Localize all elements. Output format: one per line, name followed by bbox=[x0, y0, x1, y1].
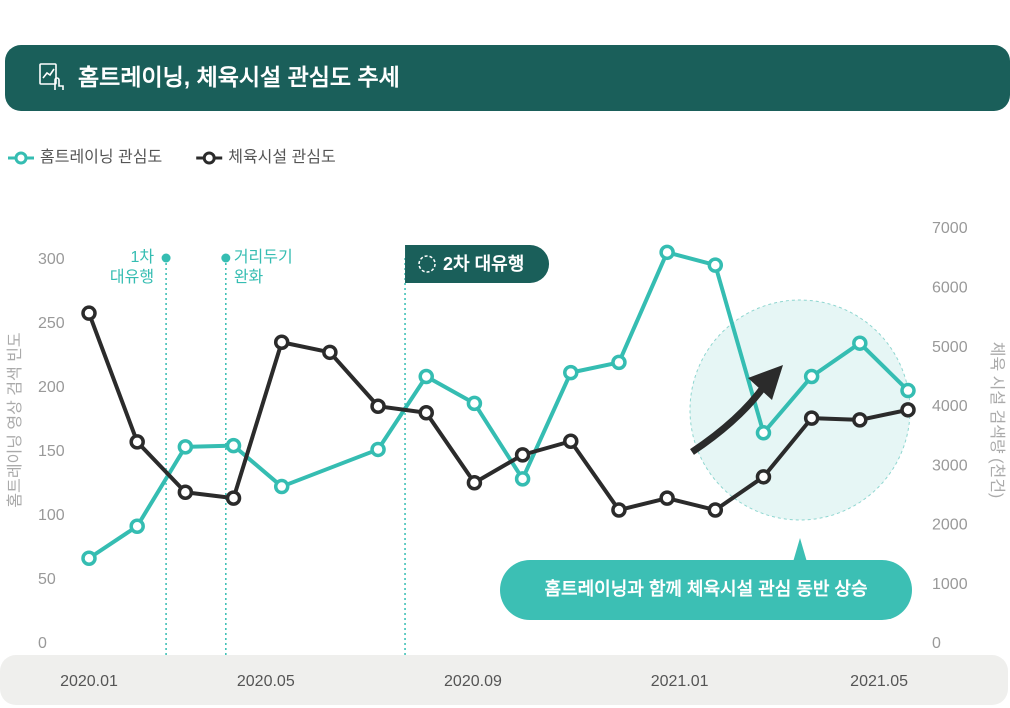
annotation-text: 1차 bbox=[130, 248, 154, 266]
data-point bbox=[81, 305, 97, 321]
y2-tick-label: 6000 bbox=[932, 280, 968, 297]
data-point bbox=[322, 344, 338, 361]
data-point bbox=[466, 474, 483, 491]
data-point bbox=[852, 335, 868, 351]
data-point bbox=[81, 550, 97, 566]
data-point bbox=[466, 395, 483, 412]
data-point bbox=[900, 402, 916, 418]
y2-tick-label: 0 bbox=[932, 635, 941, 652]
annotation-text: 거리두기 bbox=[234, 248, 293, 266]
data-point bbox=[803, 368, 820, 385]
data-point bbox=[273, 478, 290, 495]
y-axis-title: 홈트레이닝 영상 검색 빈도 bbox=[6, 332, 24, 507]
legend-marker bbox=[14, 151, 28, 165]
data-point bbox=[659, 490, 675, 506]
callout-text: 홈트레이닝과 함께 체육시설 관심 동반 상승 bbox=[544, 578, 867, 599]
data-point bbox=[659, 244, 675, 261]
annotation-text: 2차 대유행 bbox=[443, 254, 524, 274]
trend-arrow-head bbox=[748, 365, 783, 400]
y-tick-label: 100 bbox=[38, 507, 65, 524]
data-point bbox=[370, 441, 386, 458]
annotation-text: 완화 bbox=[234, 268, 264, 286]
data-point bbox=[273, 334, 290, 350]
data-point bbox=[418, 368, 434, 385]
data-point bbox=[563, 364, 579, 381]
highlight-circle bbox=[689, 299, 911, 521]
x-tick-label: 2020.01 bbox=[60, 673, 118, 690]
data-point bbox=[370, 398, 386, 415]
y2-tick-label: 5000 bbox=[932, 339, 968, 356]
annotation-dot bbox=[161, 253, 171, 263]
data-point bbox=[852, 412, 868, 428]
trend-arrow bbox=[690, 382, 768, 455]
data-point bbox=[129, 434, 145, 450]
data-point bbox=[755, 469, 772, 485]
data-point bbox=[177, 439, 194, 455]
chart-title: 홈트레이닝, 체육시설 관심도 추세 bbox=[78, 64, 400, 90]
y-tick-label: 300 bbox=[38, 251, 65, 268]
data-point bbox=[563, 433, 579, 449]
data-point bbox=[707, 502, 724, 518]
data-point bbox=[129, 518, 145, 534]
legend-label: 홈트레이닝 관심도 bbox=[40, 148, 162, 166]
x-tick-label: 2021.01 bbox=[651, 673, 709, 690]
x-tick-label: 2020.05 bbox=[237, 673, 295, 690]
header-bar bbox=[5, 45, 1010, 111]
data-point bbox=[514, 447, 531, 463]
x-tick-label: 2021.05 bbox=[850, 673, 908, 690]
annotation-label-box bbox=[405, 245, 550, 283]
callout-pointer bbox=[793, 538, 807, 562]
y2-tick-label: 2000 bbox=[932, 517, 968, 534]
y-tick-label: 200 bbox=[38, 379, 65, 396]
header-icon bbox=[39, 63, 64, 90]
x-axis-band bbox=[0, 655, 1008, 705]
y-tick-label: 50 bbox=[38, 571, 56, 588]
y2-tick-label: 1000 bbox=[932, 576, 968, 593]
data-point bbox=[418, 405, 434, 421]
data-point bbox=[514, 471, 531, 487]
y-tick-label: 250 bbox=[38, 315, 65, 332]
annotation-text: 대유행 bbox=[110, 268, 154, 286]
y2-axis-title: 체육 시설 검색량 (천건) bbox=[988, 342, 1006, 498]
data-point bbox=[900, 382, 916, 399]
legend-marker bbox=[202, 151, 216, 165]
data-point bbox=[225, 437, 242, 454]
series-line bbox=[87, 312, 909, 513]
callout bbox=[500, 560, 912, 620]
data-point bbox=[803, 410, 820, 426]
data-point bbox=[707, 257, 724, 273]
data-point bbox=[177, 484, 194, 500]
y-tick-label: 150 bbox=[38, 443, 65, 460]
y2-tick-label: 4000 bbox=[932, 398, 968, 415]
legend-label: 체육시설 관심도 bbox=[228, 148, 336, 166]
data-point bbox=[611, 354, 627, 371]
y-tick-label: 0 bbox=[38, 635, 47, 652]
x-tick-label: 2020.09 bbox=[444, 673, 502, 690]
y2-tick-label: 3000 bbox=[932, 457, 968, 474]
annotation-icon bbox=[418, 255, 436, 273]
data-point bbox=[225, 490, 242, 506]
data-point bbox=[611, 502, 627, 518]
data-point bbox=[755, 425, 772, 441]
y2-tick-label: 7000 bbox=[932, 220, 968, 237]
annotation-dot bbox=[221, 253, 231, 263]
